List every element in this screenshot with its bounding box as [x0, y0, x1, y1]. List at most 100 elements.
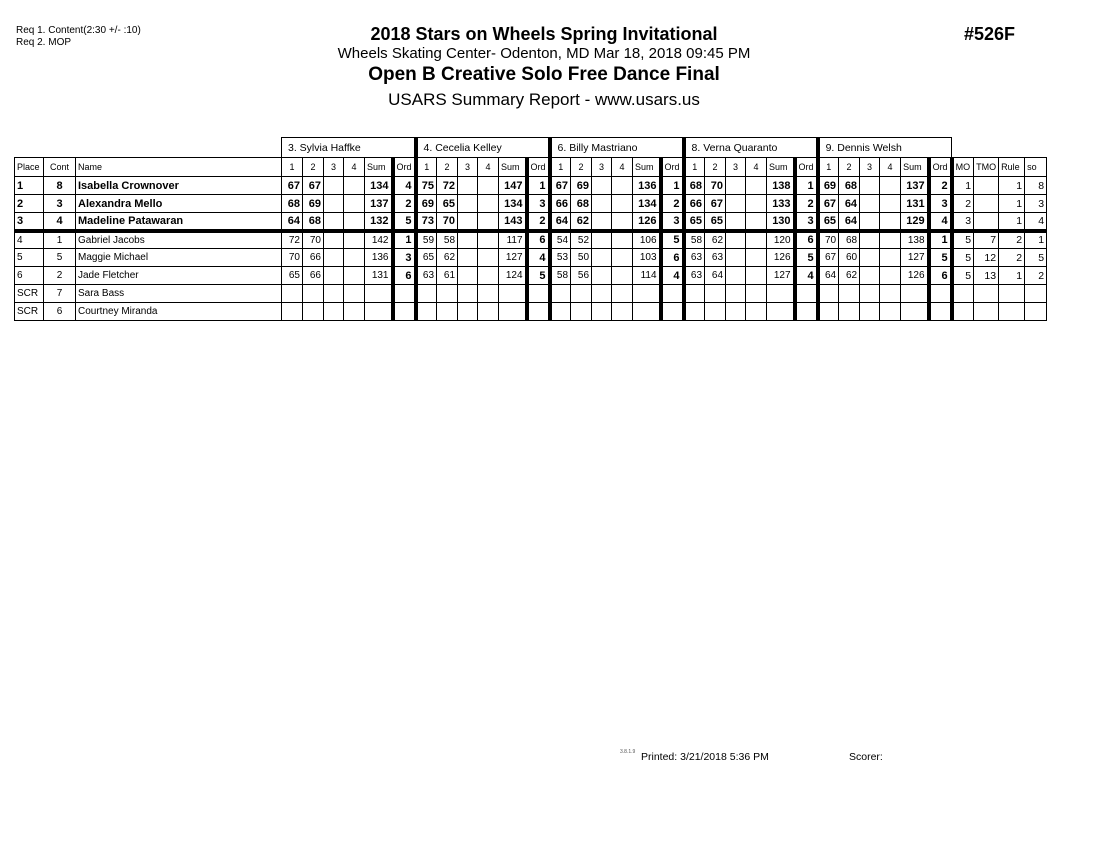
- score-cell: 67: [547, 176, 572, 195]
- score-cell: [745, 248, 768, 267]
- score-cell: 62: [570, 212, 593, 233]
- score-cell: [879, 302, 902, 321]
- extra-cell: [949, 284, 975, 303]
- mark-header: 3: [859, 157, 881, 177]
- score-cell: [413, 284, 438, 303]
- judge-name: 4. Cecelia Kelley: [413, 137, 551, 158]
- mark-header: Ord: [390, 157, 417, 177]
- score-cell: [704, 284, 727, 303]
- mark-header: 2: [436, 157, 459, 177]
- mark-header: Sum: [766, 157, 796, 177]
- mark-header: 2: [570, 157, 593, 177]
- extra-cell: 1: [998, 266, 1026, 285]
- mark-header: 4: [745, 157, 768, 177]
- extra-header: so: [1024, 157, 1048, 177]
- ordinal-cell: 2: [926, 176, 953, 195]
- ordinal-cell: [792, 302, 819, 321]
- score-cell: [323, 266, 344, 285]
- score-cell: 62: [838, 266, 861, 285]
- ordinal-cell: 6: [926, 266, 953, 285]
- score-cell: [477, 266, 500, 285]
- score-cell: [725, 302, 747, 321]
- score-cell: 59: [413, 230, 438, 249]
- requirement-2: Req 2. MOP: [16, 37, 72, 48]
- extra-cell: 5: [949, 266, 975, 285]
- mark-header: 4: [879, 157, 902, 177]
- ordinal-cell: 1: [390, 230, 417, 249]
- extra-cell: 4: [1024, 212, 1048, 233]
- judge-name: 9. Dennis Welsh: [815, 137, 953, 158]
- results-table: 3. Sylvia Haffke 4. Cecelia Kelley 6. Bill…: [14, 137, 1048, 321]
- score-cell: [879, 266, 902, 285]
- ordinal-cell: 5: [792, 248, 819, 267]
- mark-header: Sum: [900, 157, 930, 177]
- sum-cell: 127: [900, 248, 930, 267]
- skater-name: Sara Bass: [75, 284, 282, 303]
- score-cell: [704, 302, 727, 321]
- mark-header: 3: [591, 157, 613, 177]
- skater-name: Maggie Michael: [75, 248, 282, 267]
- sum-cell: 106: [632, 230, 662, 249]
- sum-cell: 143: [498, 212, 528, 233]
- skater-name: Gabriel Jacobs: [75, 230, 282, 249]
- score-cell: [611, 248, 634, 267]
- score-cell: [611, 266, 634, 285]
- ordinal-cell: 5: [524, 266, 551, 285]
- ordinal-cell: 4: [926, 212, 953, 233]
- score-cell: 64: [838, 194, 861, 213]
- score-cell: [343, 248, 365, 267]
- score-cell: [281, 302, 303, 321]
- extra-cell: [973, 302, 1000, 321]
- table-row: 3 4 Madeline Patawaran 64 68 132 5 73 70 143 2 64 62…: [14, 212, 1048, 233]
- sum-cell: 138: [766, 176, 796, 195]
- score-cell: 66: [302, 266, 324, 285]
- printed-timestamp: Printed: 3/21/2018 5:36 PM: [641, 751, 769, 763]
- extra-cell: 2: [998, 248, 1026, 267]
- judge-name: 3. Sylvia Haffke: [280, 137, 417, 158]
- score-cell: [413, 302, 438, 321]
- sum-cell: 103: [632, 248, 662, 267]
- score-cell: [725, 212, 747, 233]
- extra-header: Rule: [998, 157, 1026, 177]
- sum-cell: [498, 284, 528, 303]
- score-cell: [457, 248, 479, 267]
- sum-cell: 137: [900, 176, 930, 195]
- score-cell: 69: [302, 194, 324, 213]
- place-cell: 3: [14, 212, 44, 233]
- sum-cell: [900, 284, 930, 303]
- score-cell: [879, 230, 902, 249]
- sum-cell: 127: [498, 248, 528, 267]
- ordinal-cell: 4: [792, 266, 819, 285]
- extra-cell: 3: [1024, 194, 1048, 213]
- score-cell: [815, 302, 840, 321]
- score-cell: [477, 302, 500, 321]
- cont-cell: 4: [43, 212, 76, 233]
- skater-name: Alexandra Mello: [75, 194, 282, 213]
- cont-cell: 8: [43, 176, 76, 195]
- sum-cell: 147: [498, 176, 528, 195]
- ordinal-cell: [390, 284, 417, 303]
- score-cell: [457, 266, 479, 285]
- score-cell: [302, 302, 324, 321]
- sum-cell: 138: [900, 230, 930, 249]
- score-cell: [745, 284, 768, 303]
- score-cell: 63: [681, 266, 706, 285]
- table-row: SCR 7 Sara Bass: [14, 284, 1048, 303]
- score-cell: 69: [413, 194, 438, 213]
- mark-header: Ord: [658, 157, 685, 177]
- sum-cell: [498, 302, 528, 321]
- event-title: Open B Creative Solo Free Dance Final: [368, 64, 720, 85]
- skater-name: Isabella Crownover: [75, 176, 282, 195]
- score-cell: [815, 284, 840, 303]
- score-cell: 52: [570, 230, 593, 249]
- score-cell: [745, 194, 768, 213]
- score-cell: [725, 248, 747, 267]
- extra-cell: [973, 212, 1000, 233]
- mark-header: 2: [838, 157, 861, 177]
- score-cell: 64: [547, 212, 572, 233]
- place-cell: 4: [14, 230, 44, 249]
- score-cell: [745, 212, 768, 233]
- score-cell: [879, 212, 902, 233]
- score-cell: [457, 230, 479, 249]
- score-cell: 53: [547, 248, 572, 267]
